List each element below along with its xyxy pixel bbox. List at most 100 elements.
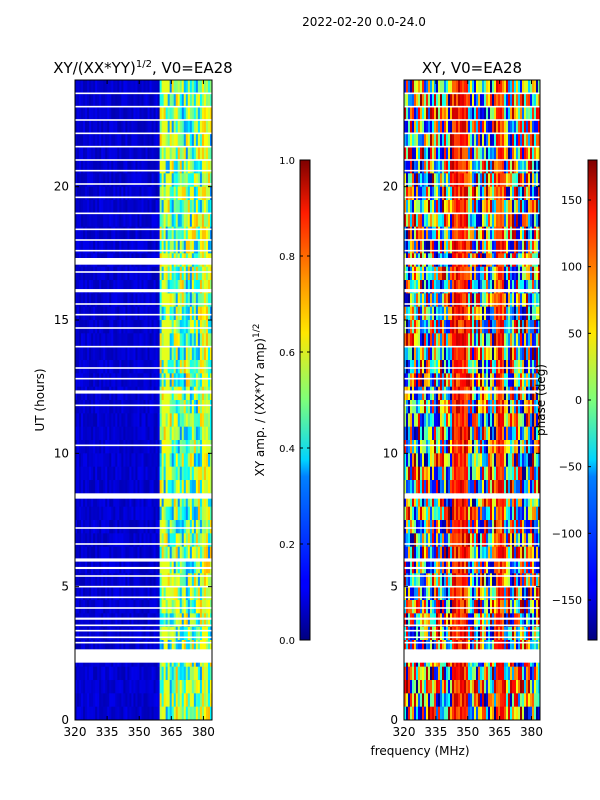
- heatmap-cell: [145, 426, 148, 441]
- heatmap-cell: [159, 440, 163, 454]
- heatmap-cell: [83, 280, 86, 294]
- heatmap-cell: [103, 600, 106, 614]
- heatmap-cell: [424, 506, 427, 521]
- heatmap-cell: [442, 240, 445, 254]
- heatmap-cell: [448, 453, 451, 468]
- heatmap-cell: [93, 320, 96, 334]
- heatmap-cell: [139, 666, 142, 681]
- heatmap-cell: [173, 640, 177, 654]
- heatmap-cell: [121, 373, 124, 388]
- heatmap-cell: [97, 106, 100, 121]
- heatmap-cell: [95, 333, 98, 348]
- heatmap-cell: [197, 626, 201, 641]
- heatmap-cell: [183, 520, 187, 534]
- heatmap-cell: [414, 213, 417, 228]
- heatmap-cell: [179, 400, 183, 414]
- heatmap-cell: [448, 226, 451, 241]
- heatmap-cell: [426, 240, 429, 254]
- heatmap-cell: [432, 493, 435, 508]
- heatmap-cell: [135, 480, 138, 494]
- heatmap-cell: [163, 346, 167, 361]
- heatmap-cell: [420, 586, 423, 601]
- heatmap-cell: [468, 586, 471, 601]
- heatmap-cell: [444, 293, 447, 308]
- heatmap-cell: [454, 133, 457, 148]
- heatmap-cell: [434, 400, 437, 414]
- heatmap-cell: [185, 573, 189, 588]
- heatmap-cell: [205, 80, 209, 94]
- heatmap-cell: [434, 533, 437, 548]
- heatmap-cell: [165, 213, 169, 228]
- heatmap-cell: [203, 186, 207, 201]
- heatmap-cell: [448, 493, 451, 508]
- colorbar1-ticks: 0.00.20.40.60.81.0: [279, 156, 310, 647]
- heatmap-cell: [191, 640, 195, 654]
- heatmap-cell: [93, 546, 96, 561]
- heatmap-cell: [450, 240, 453, 254]
- heatmap-cell: [412, 266, 415, 281]
- heatmap-cell: [95, 426, 98, 441]
- heatmap-cell: [181, 466, 185, 481]
- heatmap-cell: [119, 106, 122, 121]
- heatmap-cell: [199, 493, 203, 508]
- heatmap-cell: [127, 240, 130, 254]
- heatmap-cell: [448, 600, 451, 614]
- heatmap-cell: [207, 346, 211, 361]
- heatmap-cell: [466, 200, 469, 214]
- heatmap-cell: [129, 306, 132, 321]
- heatmap-cell: [424, 546, 427, 561]
- heatmap-cell: [167, 293, 171, 308]
- heatmap-cell: [428, 533, 431, 548]
- heatmap-cell: [418, 626, 421, 641]
- heatmap-cell: [195, 186, 199, 201]
- heatmap-cell: [143, 586, 146, 601]
- heatmap-cell: [147, 173, 150, 188]
- heatmap-cell: [143, 613, 146, 628]
- heatmap-cell: [165, 333, 169, 348]
- heatmap-cell: [93, 413, 96, 428]
- heatmap-cell: [123, 573, 126, 588]
- heatmap-cell: [165, 533, 169, 548]
- heatmap-cell: [422, 320, 425, 334]
- heatmap-cell: [456, 466, 459, 481]
- heatmap-cell: [183, 80, 187, 94]
- heatmap-cell: [83, 600, 86, 614]
- heatmap-cell: [77, 320, 80, 334]
- heatmap-cell: [203, 400, 207, 414]
- heatmap-cell: [169, 706, 173, 720]
- heatmap-cell: [127, 346, 130, 361]
- heatmap-cell: [119, 133, 122, 148]
- heatmap-cell: [408, 413, 411, 428]
- heatmap-cell: [207, 426, 211, 441]
- heatmap-cell: [438, 560, 441, 574]
- heatmap-cell: [151, 360, 154, 374]
- heatmap-cell: [167, 320, 171, 334]
- heatmap-cell: [125, 306, 128, 321]
- heatmap-cell: [450, 413, 453, 428]
- heatmap-cell: [97, 680, 100, 694]
- heatmap-cell: [207, 400, 211, 414]
- panel1-heatmap: [75, 80, 212, 720]
- heatmap-cell: [169, 440, 173, 454]
- heatmap-cell: [195, 120, 199, 134]
- heatmap-cell: [131, 173, 134, 188]
- heatmap-cell: [175, 93, 179, 108]
- heatmap-cell: [131, 333, 134, 348]
- heatmap-cell: [129, 213, 132, 228]
- heatmap-cell: [93, 293, 96, 308]
- heatmap-cell: [113, 280, 116, 294]
- heatmap-cell: [189, 680, 193, 694]
- heatmap-cell: [470, 346, 473, 361]
- heatmap-cell: [430, 173, 433, 188]
- heatmap-cell: [123, 120, 126, 134]
- heatmap-cell: [115, 493, 118, 508]
- heatmap-cell: [153, 120, 156, 134]
- heatmap-cell: [207, 280, 211, 294]
- heatmap-cell: [113, 546, 116, 561]
- heatmap-cell: [462, 400, 465, 414]
- heatmap-cell: [145, 440, 148, 454]
- heatmap-cell: [179, 266, 183, 281]
- heatmap-cell: [103, 546, 106, 561]
- heatmap-cell: [197, 173, 201, 188]
- heatmap-cell: [135, 360, 138, 374]
